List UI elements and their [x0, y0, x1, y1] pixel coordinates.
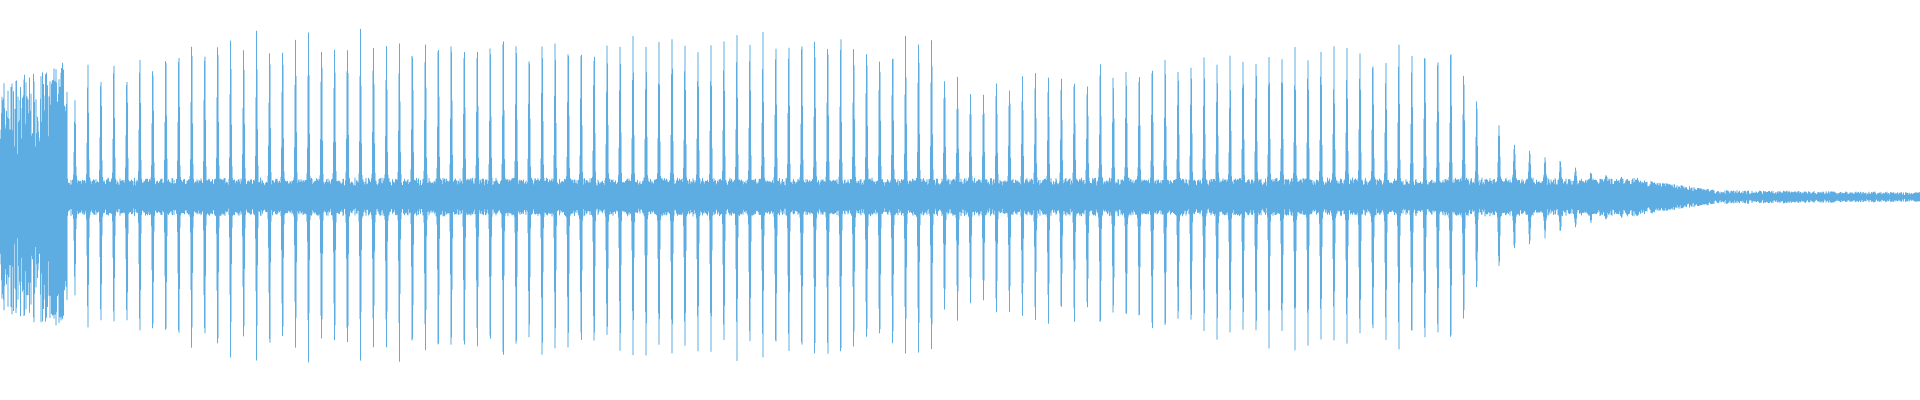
waveform	[0, 28, 1920, 363]
